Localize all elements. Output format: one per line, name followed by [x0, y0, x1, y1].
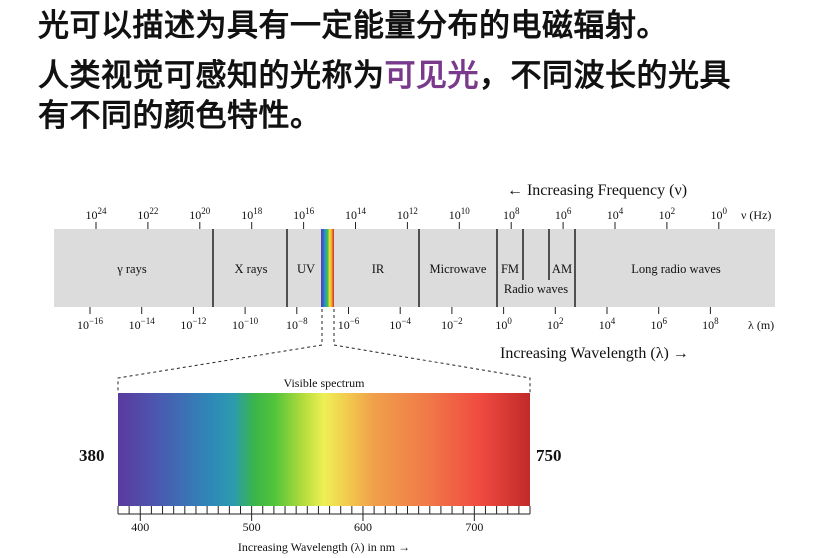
band-label-long-radio: Long radio waves	[631, 262, 721, 276]
wavelength-ticks: 10−16 10−14 10−12 10−10 10−8 10−6 10−4 10−2 100 1…	[77, 307, 719, 332]
wavelength-tick-label: 10−4	[389, 316, 411, 332]
wavelength-tick-label: 10−10	[232, 316, 259, 332]
heading-line-2-start: 人类视觉可感知的光称为	[38, 58, 385, 94]
band-label-radio: Radio waves	[504, 282, 568, 296]
heading-line-1: 光可以描述为具有一定能量分布的电磁辐射。	[38, 8, 668, 44]
band-label-uv: UV	[297, 262, 315, 276]
band-label-xray: X rays	[235, 262, 268, 276]
frequency-tick-label: 1018	[241, 206, 263, 222]
wavelength-tick-label: 10−16	[77, 316, 104, 332]
visible-tick-label: 600	[354, 520, 372, 534]
wavelength-tick-label: 10−8	[286, 316, 308, 332]
band-label-fm: FM	[501, 262, 519, 276]
spectrum-band-bar	[54, 229, 775, 307]
visible-spectrum-title: Visible spectrum	[284, 376, 366, 390]
visible-tick-label: 400	[131, 520, 149, 534]
frequency-tick-label: 1022	[137, 206, 158, 222]
wavelength-tick-label: 104	[599, 316, 616, 332]
wavelength-tick-label: 106	[650, 316, 667, 332]
wavelength-tick-label: 102	[547, 316, 564, 332]
wavelength-tick-label: 100	[495, 316, 512, 332]
wavelength-axis-title: Increasing Wavelength (λ) →	[500, 345, 689, 362]
wavelength-unit: λ (m)	[748, 318, 774, 332]
zoom-connector-right	[333, 309, 531, 393]
visible-tick-label: 700	[465, 520, 483, 534]
frequency-tick-label: 1020	[189, 206, 211, 222]
heading-line-3: 有不同的颜色特性。	[38, 98, 322, 134]
visible-start-value: 380	[79, 446, 105, 465]
band-label-ir: IR	[372, 262, 385, 276]
wavelength-tick-label: 10−14	[129, 316, 156, 332]
band-label-am: AM	[552, 262, 572, 276]
wavelength-tick-label: 10−2	[441, 316, 463, 332]
visible-tick-label: 500	[243, 520, 261, 534]
frequency-tick-label: 102	[659, 206, 676, 222]
frequency-tick-label: 100	[711, 206, 728, 222]
frequency-tick-label: 104	[607, 206, 624, 222]
visible-light-highlight: 可见光	[384, 58, 479, 94]
frequency-tick-label: 1010	[449, 206, 471, 222]
heading-line-2-end: ，不同波长的光具	[479, 58, 731, 94]
wavelength-tick-label: 10−6	[338, 316, 360, 332]
visible-spectrum-gradient	[118, 393, 530, 506]
frequency-axis-title: ← Increasing Frequency (ν)	[507, 182, 687, 199]
heading-line-2: 人类视觉可感知的光称为可见光，不同波长的光具	[38, 56, 731, 96]
frequency-tick-label: 1024	[86, 206, 108, 222]
wavelength-tick-label: 108	[702, 316, 719, 332]
frequency-tick-label: 1012	[397, 206, 418, 222]
visible-rainbow-strip	[321, 229, 334, 307]
visible-minor-ticks	[117, 506, 531, 514]
frequency-ticks: 1024 1022 1020 1018 1016 1014 1012 1010 108 106 10…	[86, 206, 728, 229]
visible-end-value: 750	[536, 446, 562, 465]
band-label-gamma: γ rays	[116, 262, 147, 276]
frequency-tick-label: 106	[555, 206, 572, 222]
visible-axis-title: Increasing Wavelength (λ) in nm →	[238, 540, 410, 554]
band-label-microwave: Microwave	[430, 262, 487, 276]
zoom-connector-left	[117, 309, 323, 393]
frequency-tick-label: 1016	[293, 206, 315, 222]
wavelength-tick-label: 10−12	[180, 316, 206, 332]
frequency-tick-label: 1014	[345, 206, 367, 222]
frequency-unit: ν (Hz)	[741, 208, 771, 222]
visible-major-ticks: 400 500 600 700	[131, 514, 483, 534]
frequency-tick-label: 108	[503, 206, 520, 222]
